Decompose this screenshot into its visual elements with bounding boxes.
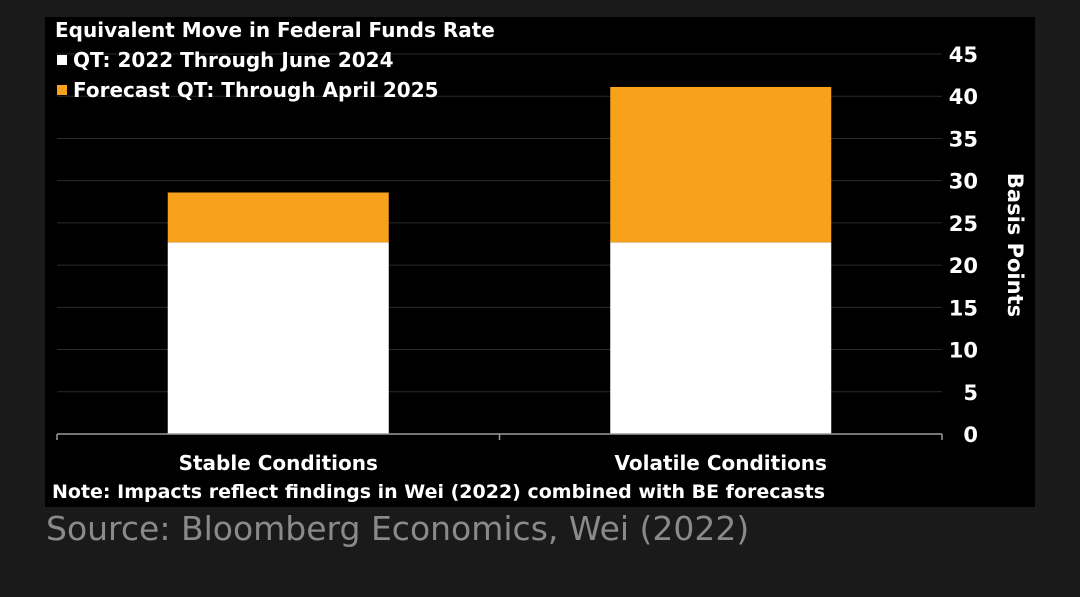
y-tick-label-10: 10 [949, 339, 978, 363]
legend-label-forecast: Forecast QT: Through April 2025 [73, 78, 439, 102]
y-tick-label-35: 35 [949, 127, 978, 151]
y-tick-label-30: 30 [949, 170, 978, 194]
x-tick-label-1: Volatile Conditions [615, 451, 827, 475]
y-axis-title: Basis Points [1003, 173, 1027, 317]
bar-stable-conditions-series-1 [167, 192, 389, 243]
bar-volatile-conditions-series-0 [610, 242, 832, 434]
x-tick-label-0: Stable Conditions [179, 451, 378, 475]
y-tick-label-20: 20 [949, 254, 978, 278]
y-tick-label-15: 15 [949, 296, 978, 320]
chart-plot: 0 5 10 15 20 25 30 35 40 45 Stable Conditions Volat… [56, 43, 1027, 475]
y-tick-label-5: 5 [963, 381, 978, 405]
y-tick-label-40: 40 [949, 85, 978, 109]
legend-item-qt: QT: 2022 Through June 2024 [57, 48, 394, 72]
axes: 0 5 10 15 20 25 30 35 40 45 Stable Conditions Volat… [56, 43, 1027, 475]
legend-swatch-forecast [57, 85, 67, 95]
y-tick-label-0: 0 [963, 423, 978, 447]
bar-volatile-conditions-series-1 [610, 86, 832, 243]
chart-panel: 0 5 10 15 20 25 30 35 40 45 Stable Conditions Volat… [45, 17, 1035, 507]
y-tick-label-25: 25 [949, 212, 978, 236]
bar-stable-conditions-series-0 [167, 242, 389, 434]
y-tick-label-45: 45 [949, 43, 978, 67]
chart-note: Note: Impacts reflect findings in Wei (2… [52, 481, 826, 503]
source-text: Source: Bloomberg Economics, Wei (2022) [46, 509, 750, 548]
legend-label-qt: QT: 2022 Through June 2024 [73, 48, 394, 72]
legend-swatch-qt [57, 55, 67, 65]
bars [167, 86, 832, 434]
legend-item-forecast: Forecast QT: Through April 2025 [57, 78, 439, 102]
chart-title: Equivalent Move in Federal Funds Rate [55, 18, 495, 42]
